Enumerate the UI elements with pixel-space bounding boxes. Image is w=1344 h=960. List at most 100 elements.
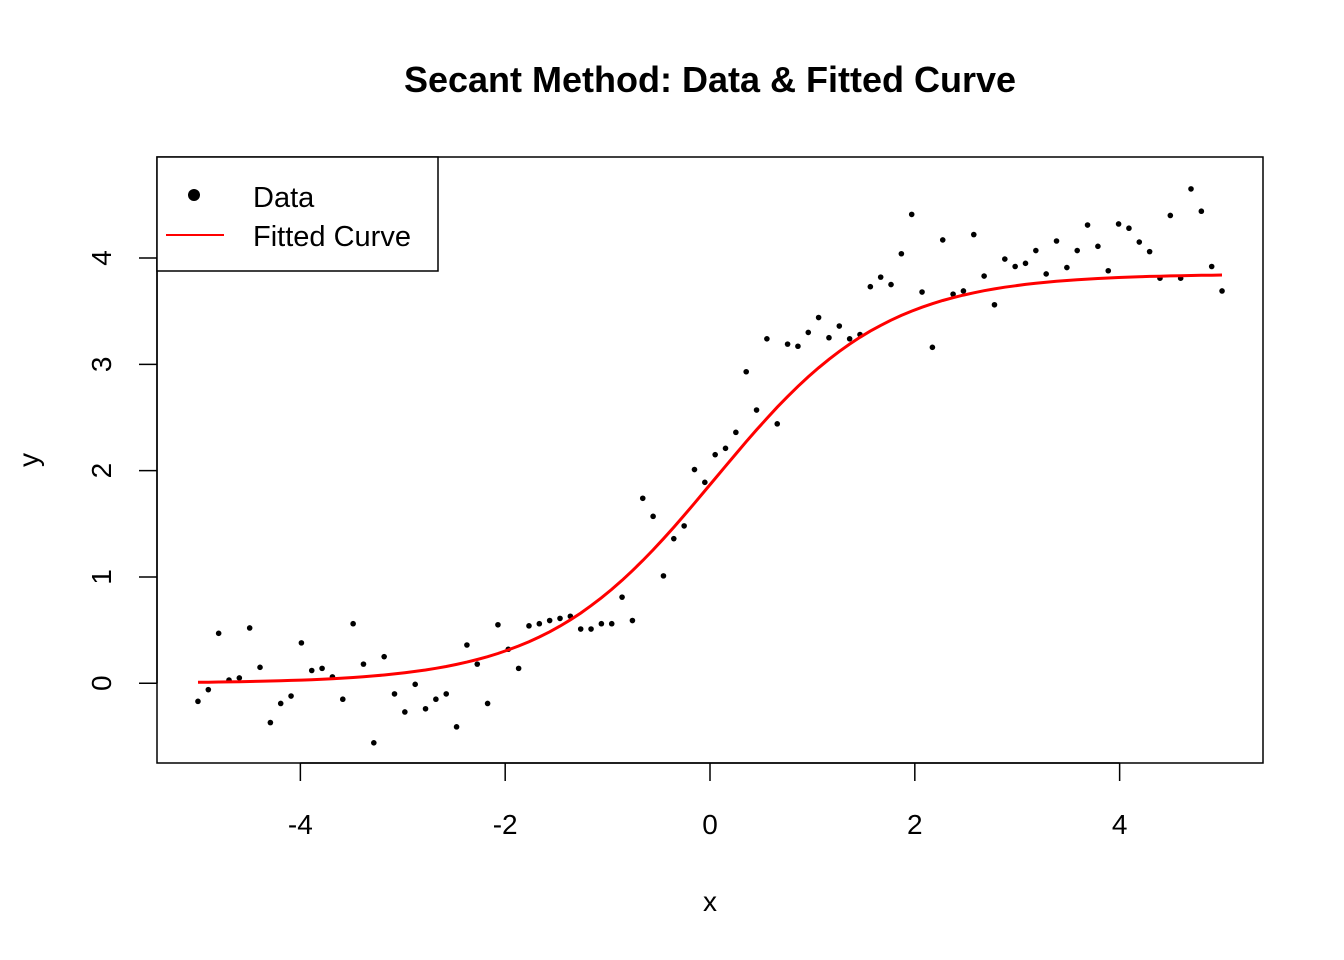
data-point: [1012, 263, 1018, 270]
data-point: [402, 709, 408, 715]
data-point: [236, 675, 243, 681]
data-point: [691, 466, 698, 473]
data-point: [339, 696, 346, 703]
data-point: [836, 323, 843, 329]
data-point: [422, 705, 429, 712]
data-point: [526, 623, 532, 629]
y-tick-label: 4: [86, 250, 117, 266]
x-axis-label: x: [703, 886, 717, 917]
data-point: [867, 283, 874, 290]
data-point: [546, 617, 553, 624]
data-point: [919, 289, 925, 295]
data-point: [1136, 239, 1143, 245]
y-axis-label: y: [13, 453, 44, 467]
data-point: [753, 407, 760, 413]
data-point: [391, 691, 398, 697]
data-point: [733, 429, 739, 436]
data-point: [453, 724, 460, 730]
data-point: [805, 329, 812, 336]
data-point: [515, 665, 522, 672]
x-tick-label: 2: [907, 809, 923, 840]
data-point: [474, 661, 481, 667]
data-point: [1208, 263, 1215, 270]
data-point: [319, 665, 325, 672]
data-point: [1064, 264, 1070, 271]
legend-data-symbol: [188, 189, 200, 201]
legend-curve-label: Fitted Curve: [253, 221, 411, 253]
data-point: [846, 336, 853, 342]
data-point: [195, 698, 201, 705]
data-point: [639, 495, 646, 502]
data-point: [929, 344, 936, 351]
data-point: [795, 343, 801, 350]
data-point: [246, 625, 253, 631]
x-axis: -4 -2 0 2 4: [288, 762, 1128, 840]
data-point: [877, 274, 884, 280]
data-point: [443, 691, 450, 697]
data-point: [205, 686, 212, 693]
data-point: [660, 573, 667, 579]
data-point: [1167, 212, 1174, 219]
data-point: [1095, 243, 1101, 250]
data-point: [815, 314, 822, 321]
data-point: [898, 250, 905, 257]
legend: Data Fitted Curve: [156, 156, 439, 272]
data-point: [464, 642, 470, 648]
data-point: [1002, 256, 1008, 262]
data-point: [495, 621, 501, 628]
data-point: [1126, 225, 1132, 232]
data-point: [712, 451, 718, 458]
data-point: [1074, 247, 1081, 254]
y-tick-label: 2: [86, 463, 117, 479]
data-point: [1188, 186, 1194, 192]
fitted-curve-line: [197, 273, 1223, 684]
x-tick-label: -4: [288, 809, 313, 840]
data-point: [577, 626, 584, 632]
data-point: [412, 681, 418, 688]
y-tick-label: 1: [86, 569, 117, 585]
data-point: [774, 421, 781, 427]
data-point: [381, 653, 387, 660]
data-point: [981, 273, 987, 279]
data-point: [908, 211, 915, 218]
data-point: [1105, 267, 1112, 274]
data-point: [1219, 288, 1225, 294]
data-point: [764, 336, 770, 342]
data-point: [681, 523, 687, 529]
data-point: [350, 620, 356, 627]
x-tick-label: -2: [493, 809, 518, 840]
data-point: [950, 291, 956, 297]
data-point: [826, 334, 832, 341]
data-point: [308, 667, 315, 674]
y-tick-label: 0: [86, 675, 117, 691]
data-point: [484, 700, 491, 707]
data-point: [1198, 208, 1205, 215]
data-point: [267, 719, 274, 726]
data-point: [702, 479, 708, 486]
data-point: [608, 620, 615, 627]
data-point: [670, 535, 677, 542]
x-tick-label: 0: [702, 809, 718, 840]
data-point: [991, 301, 998, 308]
data-point: [371, 740, 377, 746]
data-point: [1053, 238, 1060, 244]
data-point: [619, 594, 625, 600]
y-tick-label: 3: [86, 357, 117, 373]
data-point: [257, 664, 263, 671]
data-point: [277, 700, 284, 707]
data-point: [1022, 260, 1029, 267]
data-point: [1033, 247, 1039, 254]
data-point: [1084, 222, 1091, 228]
data-point: [360, 661, 367, 667]
x-tick-label: 4: [1112, 809, 1128, 840]
data-point: [288, 693, 294, 699]
legend-data-label: Data: [253, 182, 315, 214]
data-point: [650, 513, 656, 520]
data-point: [722, 445, 729, 452]
data-point: [939, 237, 946, 243]
data-point: [536, 620, 543, 627]
data-point: [298, 640, 305, 646]
data-point: [1115, 221, 1122, 227]
data-point: [588, 626, 594, 632]
data-point: [1043, 271, 1049, 277]
